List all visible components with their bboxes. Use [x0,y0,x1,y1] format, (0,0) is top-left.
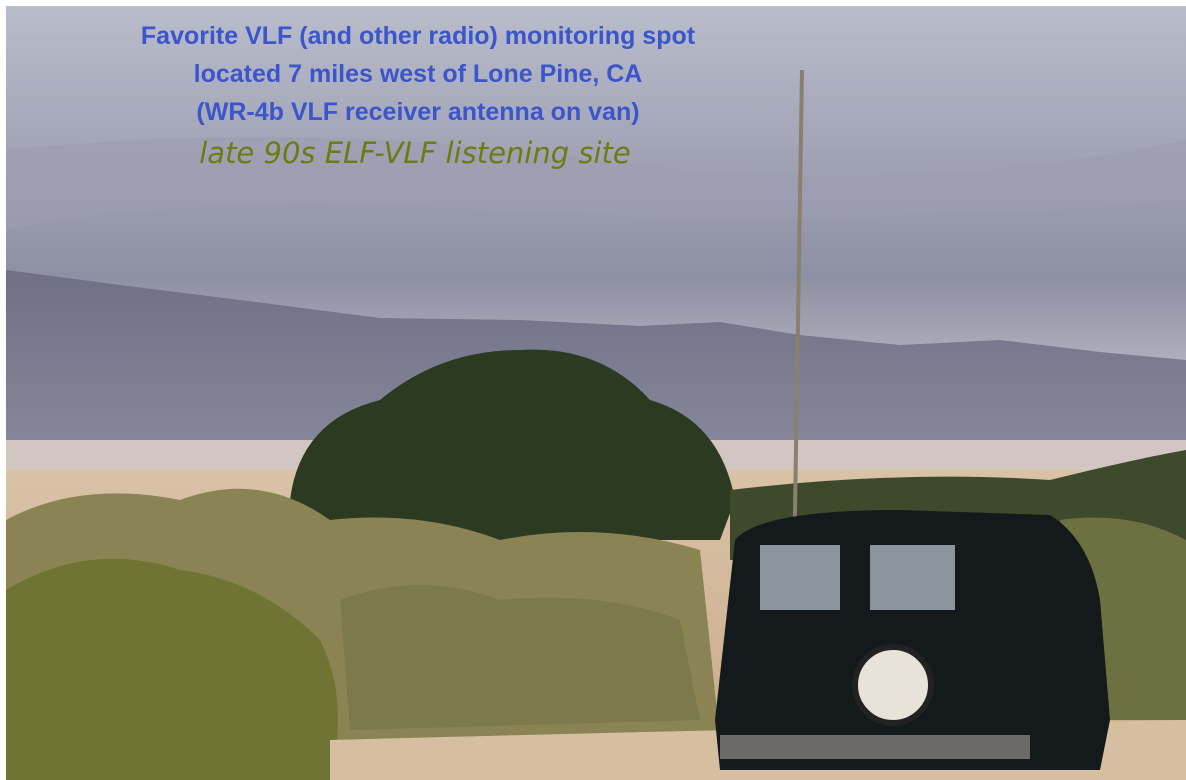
photo: Favorite VLF (and other radio) monitorin… [0,0,1186,780]
caption-line: Favorite VLF (and other radio) monitorin… [141,22,696,50]
bumper [720,735,1030,759]
van-window [760,545,840,610]
spare-tire [855,647,931,723]
caption-line: located 7 miles west of Lone Pine, CA [194,60,643,88]
caption-line: (WR-4b VLF receiver antenna on van) [196,98,639,126]
caption-subtitle: late 90s ELF-VLF listening site [199,136,631,170]
van-window [870,545,955,610]
